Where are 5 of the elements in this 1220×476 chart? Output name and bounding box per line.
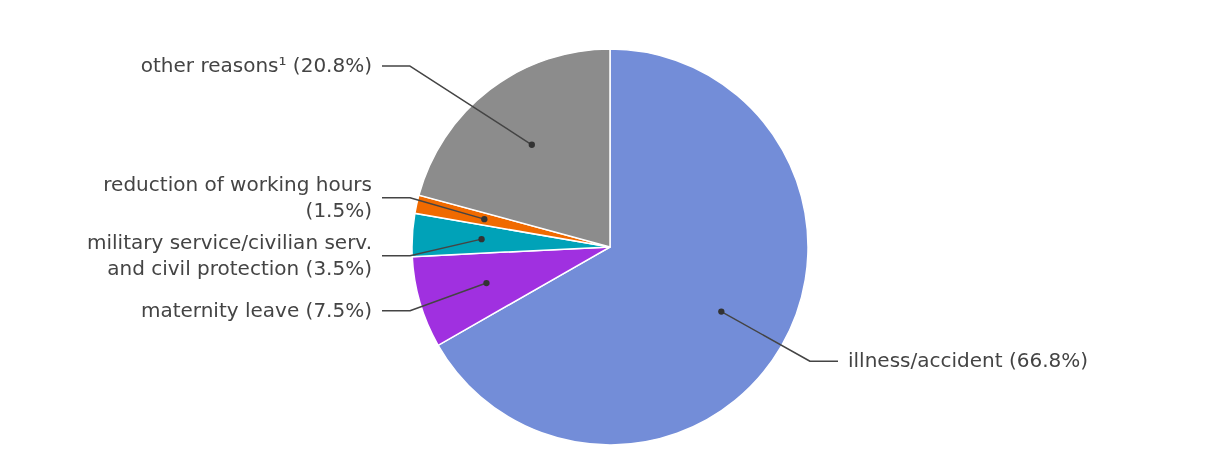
slice-label: military service/civilian serv. and civil protection (3.5%) [87, 229, 372, 280]
slice-label: other reasons¹ (20.8%) [140, 53, 372, 78]
slice-label: illness/accident (66.8%) [848, 348, 1089, 373]
slice-label: maternity leave (7.5%) [140, 297, 372, 322]
slice-label: reduction of working hours (1.5%) [103, 171, 372, 222]
